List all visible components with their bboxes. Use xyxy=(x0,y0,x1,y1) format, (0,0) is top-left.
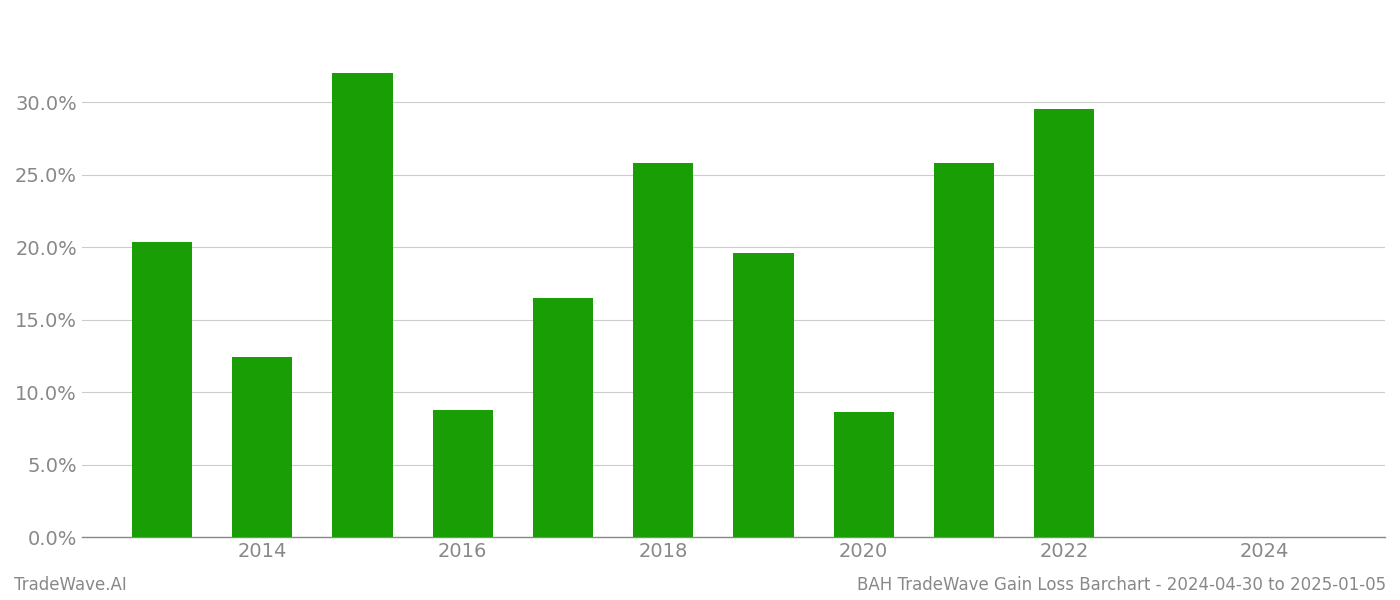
Bar xyxy=(132,242,192,537)
Bar xyxy=(734,253,794,537)
Bar xyxy=(1035,109,1095,537)
Bar xyxy=(833,412,893,537)
Bar xyxy=(934,163,994,537)
Text: BAH TradeWave Gain Loss Barchart - 2024-04-30 to 2025-01-05: BAH TradeWave Gain Loss Barchart - 2024-… xyxy=(857,576,1386,594)
Bar xyxy=(633,163,693,537)
Bar xyxy=(533,298,594,537)
Text: TradeWave.AI: TradeWave.AI xyxy=(14,576,127,594)
Bar xyxy=(232,357,293,537)
Bar xyxy=(332,73,392,537)
Bar xyxy=(433,410,493,537)
